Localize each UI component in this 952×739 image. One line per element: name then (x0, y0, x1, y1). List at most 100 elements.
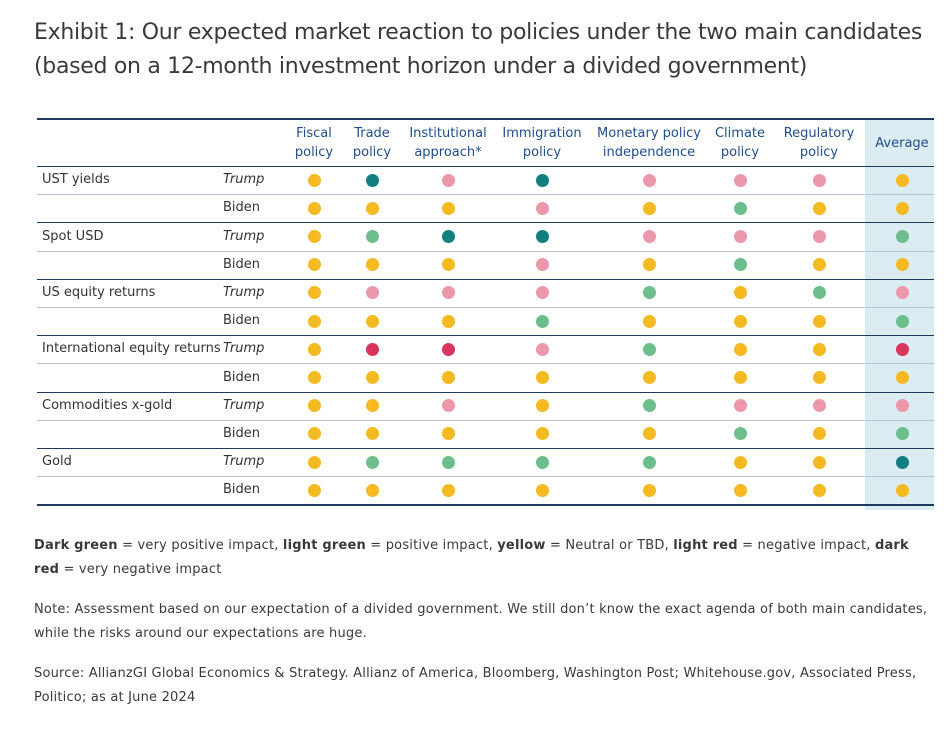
impact-dot (365, 399, 379, 413)
impact-dot (895, 371, 909, 384)
impact-dot (535, 286, 549, 300)
row-divider (37, 307, 934, 308)
candidate-label: Trump (223, 341, 265, 357)
chart-title: Exhibit 1: Our expected market reaction … (34, 16, 939, 84)
legend-light-green: light green (282, 538, 366, 553)
group-divider (37, 391, 934, 393)
impact-dot (733, 427, 747, 441)
impact-table: Fiscal policy Trade policy Institutional a… (37, 118, 934, 510)
impact-dot (642, 427, 656, 441)
impact-dot (642, 455, 656, 469)
impact-dot (733, 173, 747, 187)
impact-dot (642, 286, 656, 300)
impact-dot (365, 230, 379, 243)
impact-dot (535, 399, 549, 413)
impact-dot (365, 286, 379, 300)
column-header-3: Immigration policy (502, 126, 582, 160)
impact-dot (895, 314, 909, 328)
impact-dot (307, 455, 321, 469)
impact-dot (812, 342, 826, 356)
candidate-label: Biden (223, 425, 261, 441)
impact-dot (535, 455, 549, 469)
asset-label: Gold (42, 454, 72, 470)
row-divider (37, 194, 934, 196)
impact-dot (895, 201, 909, 215)
source-text: Source: AllianzGI Global Economics & Str… (34, 666, 917, 705)
candidate-label: Biden (223, 200, 261, 216)
legend-dark-green-text: = very positive impact, (117, 538, 283, 553)
impact-dot (441, 230, 455, 243)
impact-dot (441, 201, 455, 215)
note-text: Note: Assessment based on our expectatio… (34, 602, 928, 641)
impact-dot (441, 342, 455, 356)
impact-dot (307, 314, 321, 328)
legend-light-red-text: = negative impact, (737, 538, 875, 553)
impact-dot (365, 173, 379, 187)
impact-dot (365, 455, 379, 469)
impact-dot (441, 427, 455, 441)
row-divider (37, 250, 934, 252)
column-header-7: Average (875, 136, 929, 151)
impact-dot (733, 455, 747, 469)
legend-yellow-text: = Neutral or TBD, (545, 538, 674, 553)
impact-dot (535, 483, 549, 497)
impact-dot (307, 371, 321, 384)
impact-dot (642, 342, 656, 356)
impact-dot (441, 455, 455, 469)
candidate-label: Trump (223, 397, 265, 413)
title-line-2: (based on a 12-month investment horizon … (34, 54, 808, 79)
impact-dot (812, 258, 826, 272)
impact-dot (733, 258, 747, 272)
impact-dot (365, 342, 379, 356)
asset-label: Commodities x-gold (42, 397, 173, 413)
impact-dot (307, 286, 321, 300)
header-rule (37, 166, 934, 167)
candidate-label: Biden (223, 482, 261, 498)
impact-dot (535, 173, 549, 187)
impact-dot (642, 399, 656, 413)
group-divider (37, 278, 934, 280)
legend-dark-green: Dark green (34, 538, 118, 553)
table-bottom-rule (37, 504, 934, 507)
row-divider (37, 476, 934, 478)
impact-dot (535, 314, 549, 328)
impact-dot (441, 286, 455, 300)
column-header-0: Fiscal policy (294, 126, 334, 160)
impact-dot (307, 258, 321, 272)
impact-dot (535, 201, 549, 215)
impact-dot (812, 371, 826, 384)
impact-dot (812, 173, 826, 187)
impact-dot (642, 173, 656, 187)
table-top-rule (37, 118, 934, 120)
impact-dot (307, 427, 321, 441)
row-divider (37, 363, 934, 365)
impact-dot (812, 230, 826, 243)
impact-dot (642, 230, 656, 243)
title-line-1: Exhibit 1: Our expected market reaction … (34, 20, 922, 45)
candidate-label: Trump (223, 228, 265, 244)
impact-dot (895, 483, 909, 497)
impact-dot (441, 399, 455, 413)
impact-dot (642, 483, 656, 497)
impact-dot (441, 173, 455, 187)
row-divider (37, 419, 934, 421)
column-header-4: Monetary policy independence (597, 126, 701, 160)
impact-dot (733, 286, 747, 300)
legend-dark-red: dark red (34, 538, 909, 577)
impact-dot (895, 258, 909, 272)
asset-label: US equity returns (42, 284, 156, 300)
candidate-label: Trump (223, 172, 265, 188)
impact-dot (642, 314, 656, 328)
impact-dot (307, 483, 321, 497)
impact-dot (895, 427, 909, 441)
asset-label: UST yields (42, 172, 110, 188)
candidate-label: Biden (223, 256, 261, 272)
impact-dot (733, 314, 747, 328)
legend-text: Dark green = very positive impact, light… (34, 534, 934, 582)
impact-dot (365, 201, 379, 215)
impact-dot (307, 342, 321, 356)
impact-dot (895, 342, 909, 356)
column-header-6: Regulatory policy (783, 126, 855, 160)
impact-dot (812, 455, 826, 469)
impact-dot (895, 455, 909, 469)
